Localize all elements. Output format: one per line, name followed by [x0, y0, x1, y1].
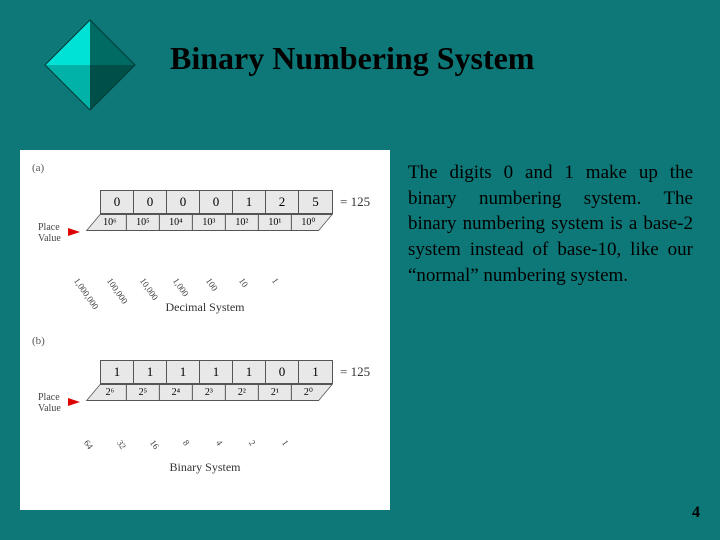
page-number: 4 [692, 504, 700, 522]
body-paragraph: The digits 0 and 1 make up the binary nu… [408, 160, 693, 288]
digit-cell: 0 [200, 191, 233, 213]
digit-cell: 2 [266, 191, 299, 213]
under-value: 1 [280, 438, 291, 447]
place-value-label-b: Place Value [38, 392, 61, 414]
binary-caption: Binary System [20, 460, 390, 475]
place-value-cell: 10⁴ [160, 215, 193, 230]
digit-cell: 0 [266, 361, 299, 383]
digit-cell: 5 [299, 191, 332, 213]
place-value-cell: 2⁰ [292, 385, 325, 400]
binary-digit-row: 1111101 [100, 360, 333, 384]
under-value: 8 [181, 438, 192, 447]
place-value-cell: 2² [226, 385, 259, 400]
figure-panel: (a) 0000125 = 125 Place Value 10⁶10⁵10⁴1… [20, 150, 390, 510]
digit-cell: 1 [233, 361, 266, 383]
under-value: 64 [82, 438, 95, 451]
place-value-cell: 10⁵ [127, 215, 160, 230]
section-a-label: (a) [32, 162, 44, 174]
place-value-cell: 2¹ [259, 385, 292, 400]
place-value-cell: 2⁵ [127, 385, 160, 400]
arrow-icon [68, 228, 80, 236]
slide-title: Binary Numbering System [170, 40, 534, 77]
place-value-cell: 10⁶ [94, 215, 127, 230]
under-value: 16 [148, 438, 161, 451]
decimal-place-value-row: 10⁶10⁵10⁴10³10²10¹10⁰ [86, 214, 333, 231]
place-value-cell: 2⁶ [94, 385, 127, 400]
place-value-cell: 2³ [193, 385, 226, 400]
decimal-result: = 125 [340, 194, 370, 210]
place-value-cell: 10¹ [259, 215, 292, 230]
decimal-caption: Decimal System [20, 300, 390, 315]
under-value: 1,000 [171, 276, 191, 298]
digit-cell: 1 [167, 361, 200, 383]
digit-cell: 1 [200, 361, 233, 383]
arrow-icon [68, 398, 80, 406]
diamond-bullet-icon [40, 15, 140, 115]
place-value-cell: 10⁰ [292, 215, 325, 230]
under-value: 4 [214, 438, 225, 447]
digit-cell: 1 [134, 361, 167, 383]
digit-cell: 0 [101, 191, 134, 213]
digit-cell: 1 [233, 191, 266, 213]
digit-cell: 1 [299, 361, 332, 383]
digit-cell: 1 [101, 361, 134, 383]
place-value-cell: 10² [226, 215, 259, 230]
under-value: 32 [115, 438, 128, 451]
digit-cell: 0 [134, 191, 167, 213]
under-value: 1 [270, 276, 281, 285]
under-value: 10,000 [138, 276, 160, 302]
place-value-cell: 2⁴ [160, 385, 193, 400]
binary-place-value-row: 2⁶2⁵2⁴2³2²2¹2⁰ [86, 384, 333, 401]
under-value: 100 [204, 276, 220, 293]
binary-result: = 125 [340, 364, 370, 380]
under-value: 10 [237, 276, 250, 289]
place-value-cell: 10³ [193, 215, 226, 230]
place-value-label-a: Place Value [38, 222, 61, 244]
section-b-label: (b) [32, 335, 45, 347]
decimal-digit-row: 0000125 [100, 190, 333, 214]
under-value: 2 [247, 438, 258, 447]
digit-cell: 0 [167, 191, 200, 213]
